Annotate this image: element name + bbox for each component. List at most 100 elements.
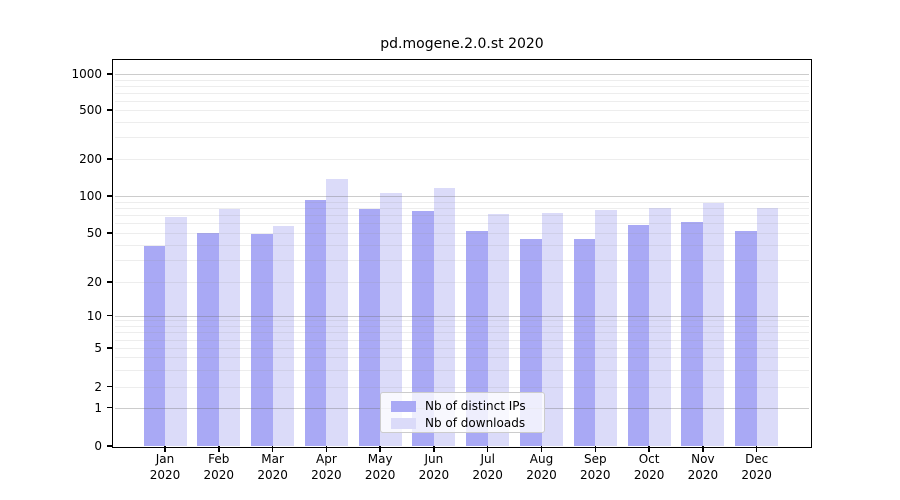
- gridline-20: [115, 282, 809, 283]
- chart-title: pd.mogene.2.0.st 2020: [380, 36, 544, 52]
- x-tick-label-may: May 2020: [364, 452, 396, 482]
- y-tick-label-0: 0: [94, 439, 102, 453]
- x-tick-aug: [540, 446, 543, 452]
- y-tick-100: [107, 195, 113, 197]
- bar-distinct-ips-feb: [197, 233, 219, 446]
- legend-item-downloads: Nb of downloads: [391, 415, 544, 431]
- x-tick-jan: [164, 446, 166, 452]
- y-tick-1: [107, 406, 113, 409]
- x-tick-label-jul: Jul 2020: [472, 452, 503, 482]
- legend-item-distinct-ips: Nb of distinct IPs: [391, 398, 544, 414]
- gridline-800: [115, 85, 809, 87]
- x-tick-apr: [325, 446, 328, 452]
- y-tick-label-100: 100: [79, 189, 102, 203]
- x-tick-jun: [433, 446, 435, 452]
- bar-downloads-mar: [272, 226, 295, 446]
- gridline-80: [115, 207, 809, 209]
- y-tick-label-200: 200: [79, 152, 102, 166]
- x-tick-label-sep: Sep 2020: [580, 452, 611, 482]
- x-tick-may: [379, 446, 381, 452]
- x-tick-label-feb: Feb 2020: [203, 452, 235, 482]
- x-tick-label-oct: Oct 2020: [633, 452, 665, 482]
- gridline-100: [115, 196, 809, 197]
- y-tick-2: [107, 385, 113, 388]
- gridline-60: [115, 223, 809, 225]
- y-tick-label-10: 10: [86, 308, 102, 323]
- y-tick-1000: [107, 73, 113, 75]
- plot-area: [113, 60, 811, 446]
- legend-label-distinct-ips: Nb of distinct IPs: [425, 399, 526, 413]
- gridline-500: [115, 110, 809, 111]
- x-tick-dec: [755, 446, 758, 452]
- bar-downloads-dec: [756, 207, 779, 446]
- gridline-900: [115, 79, 809, 81]
- x-tick-label-nov: Nov 2020: [687, 452, 719, 482]
- gridline-200: [115, 159, 809, 160]
- y-tick-label-500: 500: [79, 103, 102, 117]
- gridline-8: [115, 326, 809, 327]
- bar-distinct-ips-apr: [304, 199, 327, 446]
- x-tick-label-aug: Aug 2020: [526, 452, 557, 482]
- bar-distinct-ips-jun: [412, 210, 434, 446]
- bar-downloads-jun: [433, 187, 456, 446]
- gridline-6: [115, 339, 809, 341]
- gridline-70: [115, 215, 809, 216]
- x-tick-label-jun: Jun 2020: [418, 452, 450, 482]
- y-tick-label-2: 2: [94, 379, 102, 394]
- bar-distinct-ips-mar: [251, 234, 273, 446]
- gridline-700: [115, 92, 809, 94]
- y-tick-label-1: 1: [94, 400, 102, 415]
- y-tick-label-50: 50: [86, 226, 102, 240]
- y-tick-500: [107, 109, 113, 111]
- bar-downloads-sep: [595, 210, 617, 446]
- bar-downloads-jan: [165, 217, 187, 446]
- bar-downloads-aug: [541, 212, 563, 446]
- gridline-400: [115, 121, 809, 123]
- x-tick-mar: [271, 446, 274, 452]
- gridline-10: [115, 315, 809, 317]
- x-tick-label-jan: Jan 2020: [149, 452, 181, 482]
- x-tick-feb: [218, 446, 220, 452]
- bar-distinct-ips-jan: [143, 246, 165, 446]
- bar-distinct-ips-dec: [735, 230, 757, 446]
- bar-downloads-oct: [649, 207, 671, 446]
- gridline-50: [115, 233, 809, 234]
- gridline-90: [115, 201, 809, 203]
- x-tick-oct: [648, 446, 650, 452]
- legend-swatch-downloads: [391, 417, 416, 429]
- gridline-2: [115, 386, 809, 388]
- x-tick-sep: [594, 446, 597, 452]
- bar-distinct-ips-oct: [627, 225, 650, 446]
- legend-swatch-distinct-ips: [391, 400, 416, 412]
- x-tick-label-apr: Apr 2020: [311, 452, 342, 482]
- gridline-40: [115, 244, 809, 246]
- legend-label-downloads: Nb of downloads: [425, 416, 526, 430]
- y-tick-200: [107, 158, 113, 160]
- gridline-300: [115, 137, 809, 139]
- bar-downloads-nov: [702, 202, 725, 446]
- gridline-3: [115, 369, 809, 371]
- bar-distinct-ips-nov: [681, 222, 703, 446]
- gridline-1000: [115, 74, 809, 75]
- y-tick-label-5: 5: [94, 341, 102, 355]
- x-tick-label-dec: Dec 2020: [741, 452, 772, 482]
- x-tick-jul: [486, 446, 489, 452]
- gridline-7: [115, 332, 809, 334]
- gridline-4: [115, 357, 809, 359]
- x-tick-label-mar: Mar 2020: [257, 452, 288, 482]
- legend: Nb of distinct IPs Nb of downloads: [380, 392, 545, 433]
- y-tick-5: [107, 347, 113, 349]
- gridline-5: [115, 348, 809, 349]
- bar-downloads-apr: [326, 179, 348, 446]
- bar-downloads-may: [380, 193, 402, 446]
- bar-downloads-feb: [218, 209, 241, 446]
- x-tick-nov: [702, 446, 704, 452]
- gridline-9: [115, 320, 809, 322]
- bar-distinct-ips-may: [358, 209, 381, 446]
- y-tick-label-1000: 1000: [71, 67, 102, 81]
- y-tick-50: [107, 232, 113, 234]
- y-tick-label-20: 20: [86, 275, 102, 289]
- gridline-30: [115, 260, 809, 262]
- gridline-600: [115, 100, 809, 102]
